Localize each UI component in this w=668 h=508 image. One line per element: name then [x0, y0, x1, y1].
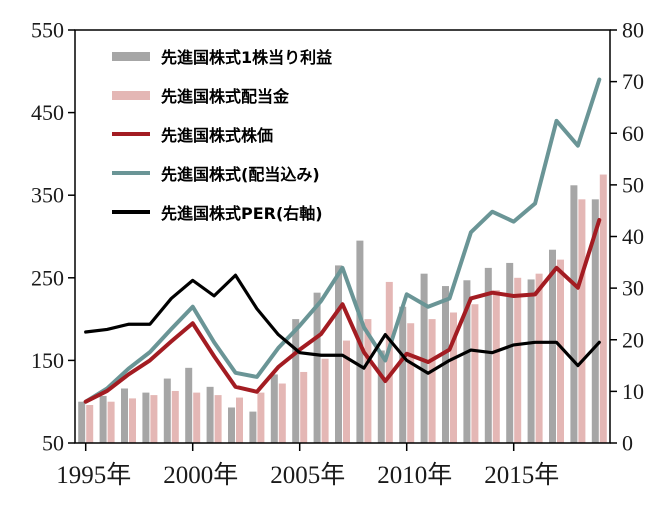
legend-label-dividend: 先進国株式配当金 [161, 87, 290, 106]
svg-text:40: 40 [622, 224, 644, 249]
svg-text:150: 150 [31, 348, 64, 373]
legend-label-total-return: 先進国株式(配当込み) [161, 165, 320, 184]
legend-item-per: 先進国株式PER(右軸) [112, 200, 332, 224]
legend-label-per: 先進国株式PER(右軸) [161, 204, 323, 223]
legend-item-dividend: 先進国株式配当金 [112, 83, 332, 107]
svg-text:2000年: 2000年 [163, 461, 238, 489]
svg-text:450: 450 [31, 100, 64, 125]
legend-swatch-dividend [112, 90, 150, 100]
legend-item-price: 先進国株式株価 [112, 122, 332, 146]
x-axis-labels: 1995年 2000年 2005年 2010年 2015年 [56, 443, 559, 489]
line-price [83, 217, 602, 404]
line-total-return [83, 77, 602, 404]
svg-text:30: 30 [622, 276, 644, 301]
line-per [84, 273, 601, 375]
bars-dividend [86, 174, 607, 444]
svg-text:70: 70 [622, 69, 644, 94]
svg-text:50: 50 [622, 172, 644, 197]
legend-item-eps: 先進国株式1株当り利益 [112, 44, 332, 68]
svg-text:250: 250 [31, 265, 64, 290]
legend-swatch-eps [112, 51, 150, 61]
legend-swatch-per [112, 209, 150, 215]
chart-legend: 先進国株式1株当り利益 先進国株式配当金 先進国株式株価 先進国株式(配当込み)… [112, 44, 332, 224]
legend-swatch-total-return [112, 170, 150, 176]
legend-label-price: 先進国株式株価 [161, 126, 274, 145]
right-axis-labels: 80 70 60 50 40 30 20 10 0 [610, 18, 644, 456]
svg-text:0: 0 [622, 431, 633, 456]
svg-text:20: 20 [622, 327, 644, 352]
svg-text:2005年: 2005年 [270, 461, 345, 489]
svg-text:2010年: 2010年 [377, 461, 452, 489]
svg-text:50: 50 [42, 431, 64, 456]
svg-text:550: 550 [31, 18, 64, 43]
svg-text:60: 60 [622, 121, 644, 146]
svg-text:350: 350 [31, 183, 64, 208]
left-axis-labels: 550 450 350 250 150 50 [31, 18, 75, 456]
legend-item-total-return: 先進国株式(配当込み) [112, 161, 332, 185]
svg-text:10: 10 [622, 379, 644, 404]
svg-text:2015年: 2015年 [484, 461, 559, 489]
legend-label-eps: 先進国株式1株当り利益 [161, 48, 333, 67]
svg-text:1995年: 1995年 [56, 461, 131, 489]
svg-text:80: 80 [622, 18, 644, 43]
legend-swatch-price [112, 131, 150, 137]
